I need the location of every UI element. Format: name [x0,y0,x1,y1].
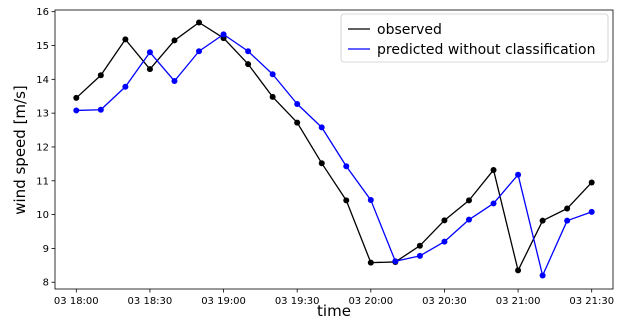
x-tick-label: 03 21:30 [569,296,614,307]
y-tick-label: 13 [36,109,49,120]
x-tick-label: 03 19:00 [201,296,246,307]
data-point-observed [318,160,325,167]
data-point-predicted [392,258,399,265]
data-point-predicted [220,31,227,38]
data-point-predicted [343,163,350,170]
x-tick-label: 03 18:00 [54,296,99,307]
data-point-predicted [490,200,497,207]
y-tick-label: 11 [36,176,49,187]
data-point-observed [97,72,104,79]
ticks-layer: 8 9 10 11 12 13 14 15 16 03 18:00 03 18:30 03 19:00… [36,7,614,307]
data-point-observed [343,197,350,204]
series-layer [73,19,595,279]
y-tick-label: 16 [36,7,49,18]
data-point-observed [294,119,301,126]
data-point-predicted [122,83,129,90]
data-point-observed [245,61,252,68]
x-tick-label: 03 20:30 [422,296,467,307]
x-tick-label: 03 19:30 [275,296,320,307]
data-point-observed [367,259,374,266]
legend-label-observed: observed [377,22,442,38]
data-point-observed [73,94,80,101]
data-point-predicted [73,107,80,114]
data-point-predicted [269,71,276,78]
data-point-predicted [245,48,252,55]
x-tick-label: 03 18:30 [128,296,173,307]
data-point-predicted [515,171,522,178]
data-point-predicted [196,48,203,55]
data-point-observed [588,179,595,186]
y-axis-label: wind speed [m/s] [11,85,29,215]
data-point-predicted [294,101,301,108]
x-axis-label: time [317,302,351,320]
data-point-observed [416,242,423,249]
y-tick-label: 8 [43,278,49,289]
data-point-predicted [588,208,595,215]
legend-box [340,13,609,63]
y-tick-label: 10 [36,210,49,221]
data-point-predicted [416,252,423,259]
x-tick-label: 03 21:00 [496,296,541,307]
data-point-predicted [97,106,104,113]
data-point-predicted [367,197,374,204]
data-point-observed [564,205,571,212]
y-tick-label: 9 [43,244,49,255]
data-point-observed [146,66,153,73]
data-point-predicted [564,217,571,224]
data-point-predicted [146,49,153,56]
data-point-observed [490,166,497,173]
data-point-predicted [171,78,178,85]
data-point-observed [122,36,129,43]
series-line-observed [75,21,593,272]
data-point-observed [171,37,178,44]
data-point-observed [465,197,472,204]
data-point-predicted [539,272,546,279]
data-point-observed [269,93,276,100]
data-point-predicted [441,238,448,245]
data-point-predicted [465,216,472,223]
data-point-observed [515,267,522,274]
data-point-observed [196,19,203,26]
data-point-observed [441,217,448,224]
legend: observed predicted without classificatio… [340,13,609,63]
legend-label-predicted: predicted without classification [377,42,596,58]
data-point-predicted [318,124,325,131]
data-point-observed [539,217,546,224]
y-tick-label: 14 [36,75,49,86]
y-tick-label: 12 [36,142,49,153]
x-tick-label: 03 20:00 [348,296,393,307]
series-line-predicted [76,33,592,277]
y-tick-label: 15 [36,41,49,52]
